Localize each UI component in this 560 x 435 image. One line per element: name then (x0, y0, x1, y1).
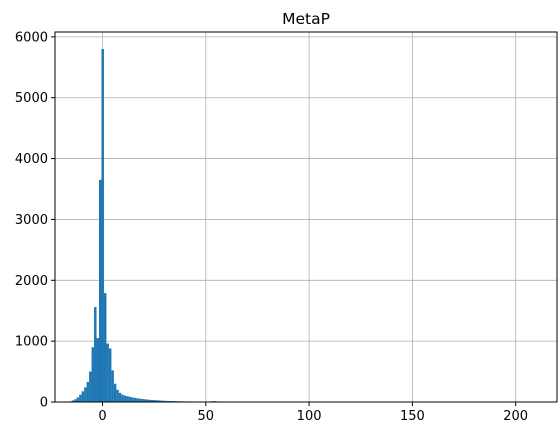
histogram-bar (138, 398, 142, 402)
histogram-bar (123, 395, 127, 402)
y-tick-label: 2000 (15, 274, 48, 289)
y-tick-label: 6000 (15, 30, 48, 45)
y-axis-ticks: 0 1000 2000 3000 4000 5000 6000 (15, 30, 55, 411)
histogram-bar (94, 307, 97, 402)
histogram-bar (128, 396, 132, 402)
histogram-bar (74, 399, 77, 402)
histogram-bar (165, 400, 169, 402)
histogram-bars (69, 49, 553, 402)
histogram-bar (79, 394, 82, 402)
histogram-bar (148, 399, 152, 402)
x-tick-label: 150 (400, 409, 425, 424)
histogram-bar (160, 400, 164, 402)
histogram-bar (76, 397, 80, 402)
histogram-bar (103, 293, 107, 402)
y-tick-label: 0 (40, 396, 48, 411)
histogram-bar (121, 394, 124, 402)
chart-title: MetaP (282, 10, 330, 28)
histogram-bar (136, 398, 139, 402)
histogram-bar (89, 371, 92, 402)
x-tick-label: 200 (503, 409, 528, 424)
histogram-bar (156, 400, 159, 402)
y-tick-label: 5000 (15, 91, 48, 106)
histogram-bar (81, 391, 85, 402)
histogram-bar (163, 400, 166, 402)
histogram-bar (108, 348, 112, 402)
histogram-bar (153, 400, 157, 402)
histogram-bar (99, 179, 102, 402)
histogram-bar (151, 399, 154, 402)
histogram-bar (101, 49, 104, 402)
histogram-bar (91, 347, 95, 402)
histogram-bar (116, 389, 119, 402)
y-tick-label: 1000 (15, 335, 48, 350)
x-axis-ticks: 0 50 100 150 200 (98, 402, 528, 424)
x-tick-label: 100 (297, 409, 322, 424)
histogram-bar (143, 399, 147, 402)
x-tick-label: 50 (198, 409, 215, 424)
histogram-bar (86, 381, 90, 402)
y-tick-label: 3000 (15, 213, 48, 228)
y-tick-label: 4000 (15, 152, 48, 167)
histogram-bar (158, 400, 161, 402)
x-tick-label: 0 (98, 409, 106, 424)
histogram-bar (106, 343, 109, 402)
histogram-bar (96, 338, 100, 402)
histogram-bar (131, 397, 134, 402)
histogram-bar (146, 399, 149, 402)
histogram-bar (126, 396, 129, 402)
histogram-bar (141, 398, 144, 402)
histogram-bar (111, 370, 114, 402)
histogram-bar (118, 392, 122, 402)
histogram-bar (71, 400, 75, 402)
histogram-bar (84, 387, 87, 402)
histogram-bar (113, 383, 117, 402)
grid-lines (55, 32, 557, 403)
histogram-bar (133, 397, 137, 402)
plot-area-frame (54, 31, 558, 403)
